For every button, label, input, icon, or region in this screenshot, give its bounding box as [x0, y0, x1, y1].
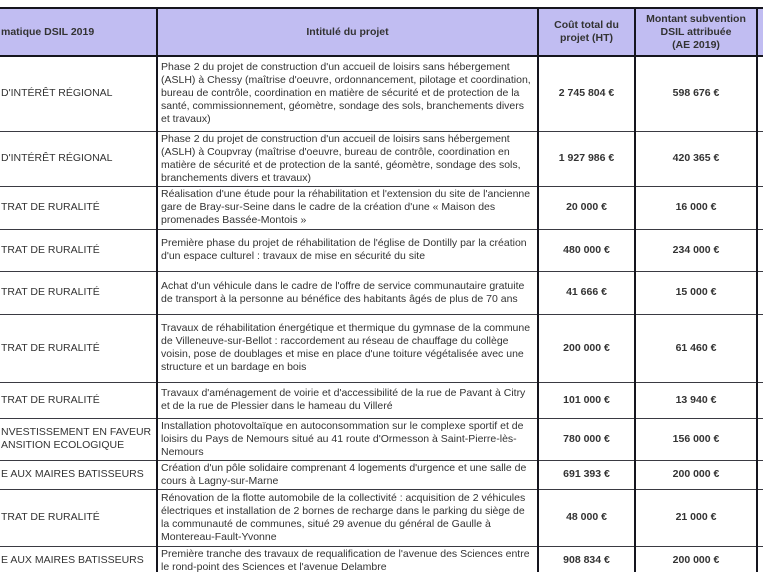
- cost-cell: 48 000 €: [537, 488, 635, 547]
- table-row: D'INTÉRÊT RÉGIONAL Phase 2 du projet de …: [0, 130, 763, 187]
- subsidy-cell: 234 000 €: [634, 228, 757, 272]
- header-row: matique DSIL 2019 Intitulé du projet Coû…: [0, 7, 763, 57]
- subsidy-cell: 13 940 €: [634, 381, 757, 419]
- cutoff-cell: [756, 228, 763, 272]
- project-cell: Première tranche des travaux de requalif…: [156, 545, 538, 572]
- theme-cell: TRAT DE RURALITÉ: [0, 185, 157, 230]
- cutoff-cell: [756, 55, 763, 132]
- col-header-thematique: matique DSIL 2019: [0, 7, 157, 57]
- subsidy-cell: 200 000 €: [634, 459, 757, 490]
- theme-cell: E AUX MAIRES BATISSEURS: [0, 459, 157, 490]
- subsidy-cell: 200 000 €: [634, 545, 757, 572]
- table-row: TRAT DE RURALITÉ Rénovation de la flotte…: [0, 488, 763, 547]
- theme-cell: TRAT DE RURALITÉ: [0, 313, 157, 383]
- theme-cell: TRAT DE RURALITÉ: [0, 270, 157, 315]
- col-header-montant-subvention: Montant subvention DSIL attribuée (AE 20…: [634, 7, 757, 57]
- table-row: TRAT DE RURALITÉ Première phase du proje…: [0, 228, 763, 272]
- cost-cell: 1 927 986 €: [537, 130, 635, 187]
- subsidy-cell: 16 000 €: [634, 185, 757, 230]
- subsidy-cell: 598 676 €: [634, 55, 757, 132]
- project-cell: Réalisation d'une étude pour la réhabili…: [156, 185, 538, 230]
- theme-cell: D'INTÉRÊT RÉGIONAL: [0, 130, 157, 187]
- theme-cell: E AUX MAIRES BATISSEURS: [0, 545, 157, 572]
- table-row: TRAT DE RURALITÉ Travaux de réhabilitati…: [0, 313, 763, 383]
- theme-cell: NVESTISSEMENT EN FAVEUR ANSITION ECOLOGI…: [0, 417, 157, 461]
- col-header-cutoff: [756, 7, 763, 57]
- cutoff-cell: [756, 313, 763, 383]
- subsidy-cell: 61 460 €: [634, 313, 757, 383]
- subsidy-cell: 420 365 €: [634, 130, 757, 187]
- theme-cell: TRAT DE RURALITÉ: [0, 381, 157, 419]
- dsil-subsidies-table: matique DSIL 2019 Intitulé du projet Coû…: [0, 7, 763, 572]
- project-cell: Travaux de réhabilitation énergétique et…: [156, 313, 538, 383]
- col-header-cout-total: Coût total du projet (HT): [537, 7, 635, 57]
- project-cell: Rénovation de la flotte automobile de la…: [156, 488, 538, 547]
- table-row: TRAT DE RURALITÉ Travaux d'aménagement d…: [0, 381, 763, 419]
- cost-cell: 691 393 €: [537, 459, 635, 490]
- theme-cell: D'INTÉRÊT RÉGIONAL: [0, 55, 157, 132]
- table-row: E AUX MAIRES BATISSEURS Création d'un pô…: [0, 459, 763, 490]
- project-cell: Création d'un pôle solidaire comprenant …: [156, 459, 538, 490]
- project-cell: Travaux d'aménagement de voirie et d'acc…: [156, 381, 538, 419]
- cutoff-cell: [756, 185, 763, 230]
- project-cell: Phase 2 du projet de construction d'un a…: [156, 55, 538, 132]
- cutoff-cell: [756, 130, 763, 187]
- cost-cell: 200 000 €: [537, 313, 635, 383]
- table-row: D'INTÉRÊT RÉGIONAL Phase 2 du projet de …: [0, 55, 763, 132]
- cutoff-cell: [756, 459, 763, 490]
- subsidy-cell: 15 000 €: [634, 270, 757, 315]
- col-header-intitule: Intitulé du projet: [156, 7, 538, 57]
- cost-cell: 20 000 €: [537, 185, 635, 230]
- cutoff-cell: [756, 417, 763, 461]
- cutoff-cell: [756, 545, 763, 572]
- project-cell: Installation photovoltaïque en autoconso…: [156, 417, 538, 461]
- table-row: TRAT DE RURALITÉ Réalisation d'une étude…: [0, 185, 763, 230]
- cutoff-cell: [756, 381, 763, 419]
- cost-cell: 480 000 €: [537, 228, 635, 272]
- cost-cell: 2 745 804 €: [537, 55, 635, 132]
- project-cell: Achat d'un véhicule dans le cadre de l'o…: [156, 270, 538, 315]
- table-row: E AUX MAIRES BATISSEURS Première tranche…: [0, 545, 763, 572]
- theme-cell: TRAT DE RURALITÉ: [0, 488, 157, 547]
- cost-cell: 908 834 €: [537, 545, 635, 572]
- table-row: TRAT DE RURALITÉ Achat d'un véhicule dan…: [0, 270, 763, 315]
- cost-cell: 101 000 €: [537, 381, 635, 419]
- project-cell: Phase 2 du projet de construction d'un a…: [156, 130, 538, 187]
- cutoff-cell: [756, 488, 763, 547]
- project-cell: Première phase du projet de réhabilitati…: [156, 228, 538, 272]
- cutoff-cell: [756, 270, 763, 315]
- subsidy-cell: 21 000 €: [634, 488, 757, 547]
- cost-cell: 780 000 €: [537, 417, 635, 461]
- theme-cell: TRAT DE RURALITÉ: [0, 228, 157, 272]
- subsidy-cell: 156 000 €: [634, 417, 757, 461]
- table-row: NVESTISSEMENT EN FAVEUR ANSITION ECOLOGI…: [0, 417, 763, 461]
- cost-cell: 41 666 €: [537, 270, 635, 315]
